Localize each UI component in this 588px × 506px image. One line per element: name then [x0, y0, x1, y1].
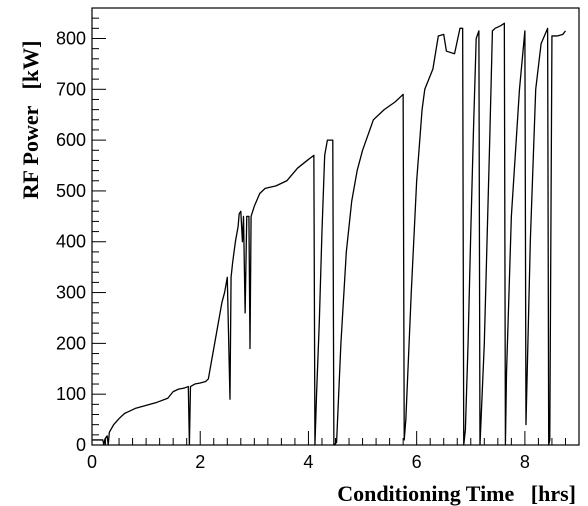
axis-ticks [91, 7, 580, 446]
tick-labels: 0 2 4 6 8 0 100 200 300 400 500 600 700 800 [56, 28, 530, 472]
x-tick-label: 2 [195, 452, 205, 472]
x-tick-label: 4 [303, 452, 313, 472]
x-axis-title: Conditioning Time [hrs] [337, 481, 576, 506]
x-tick-label: 0 [87, 452, 97, 472]
y-tick-label: 400 [56, 232, 86, 252]
y-tick-label: 300 [56, 283, 86, 303]
series-line-0 [92, 22, 566, 446]
y-tick-label: 700 [56, 79, 86, 99]
y-tick-label: 500 [56, 181, 86, 201]
x-tick-label: 8 [520, 452, 530, 472]
y-axis-title: RF Power [kW] [18, 41, 43, 200]
x-tick-label: 6 [412, 452, 422, 472]
series-lines [92, 22, 566, 446]
y-tick-label: 600 [56, 130, 86, 150]
y-tick-label: 100 [56, 384, 86, 404]
y-tick-label: 200 [56, 333, 86, 353]
y-tick-label: 800 [56, 28, 86, 48]
y-tick-label: 0 [76, 435, 86, 455]
